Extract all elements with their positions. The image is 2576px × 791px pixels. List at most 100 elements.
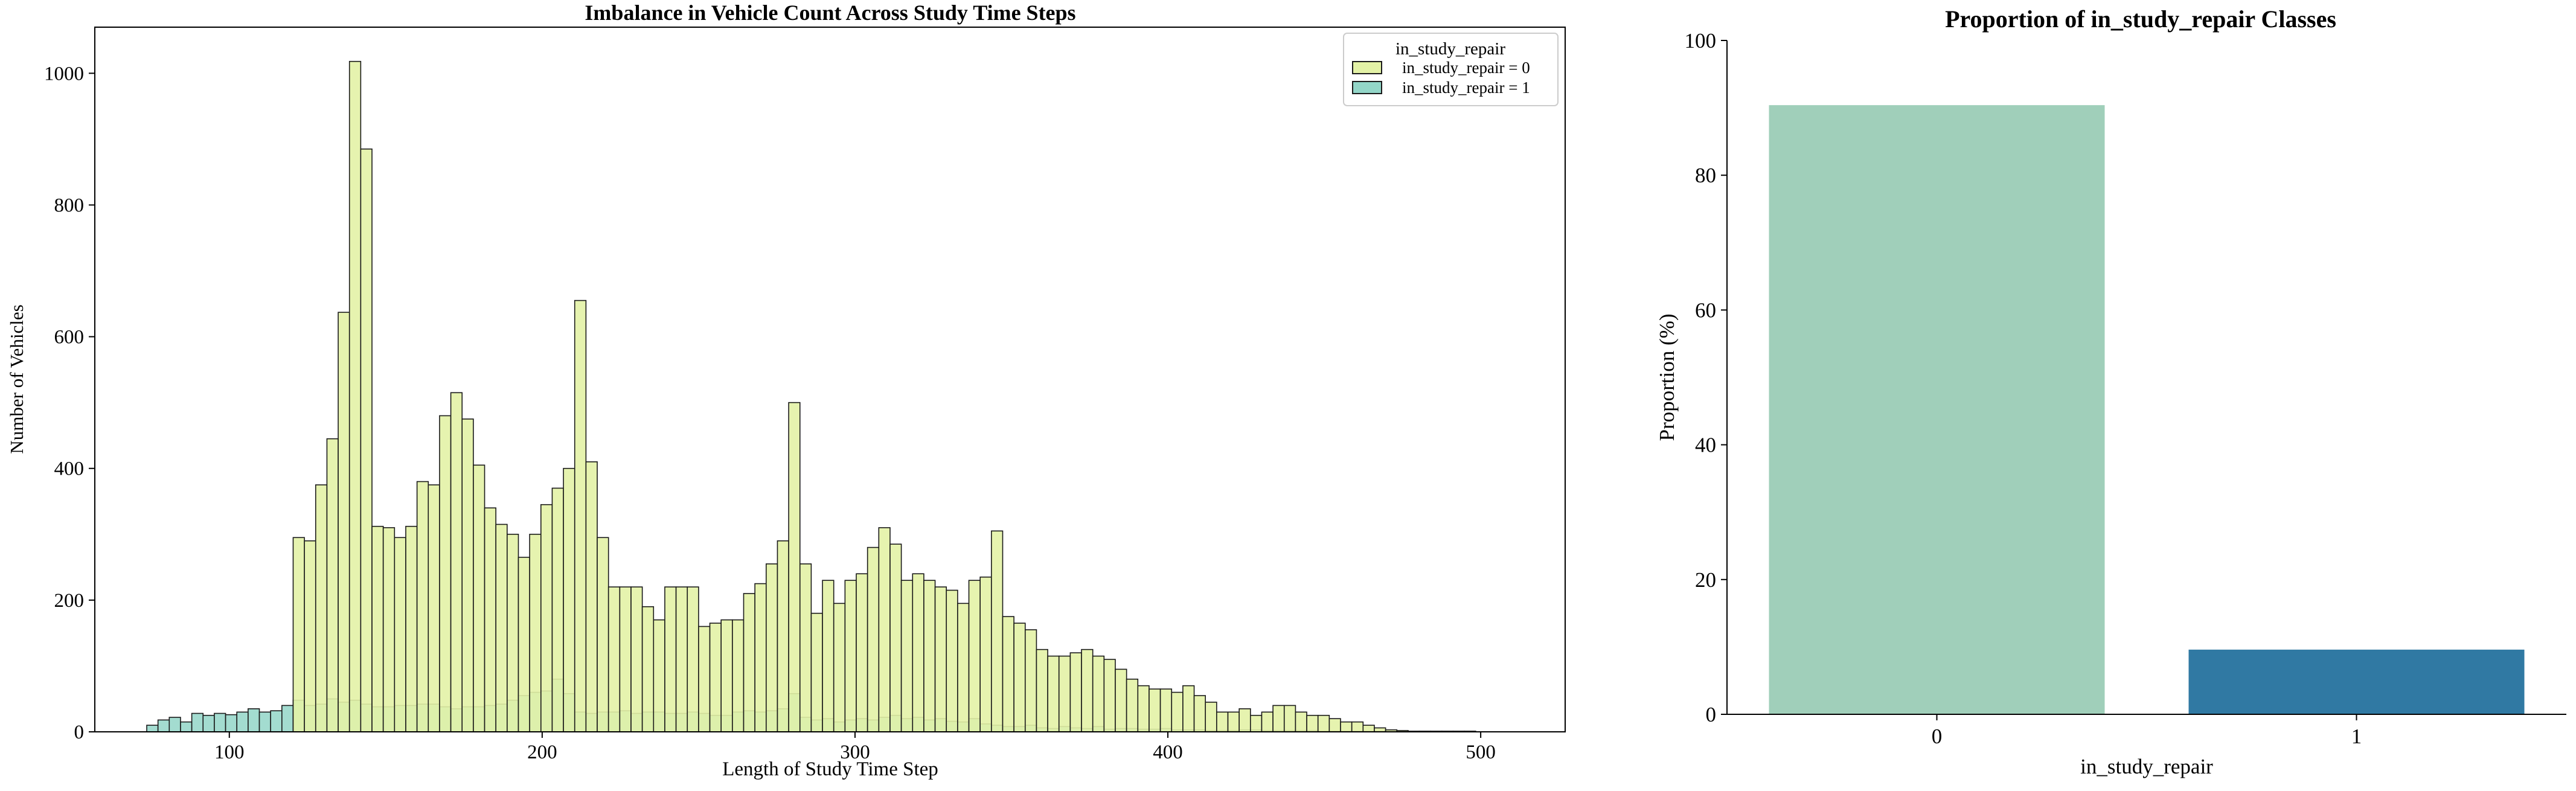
histogram-bar-class0 — [754, 583, 767, 732]
histogram-bar-class0 — [1193, 695, 1206, 732]
histogram-bar-class0 — [720, 619, 733, 732]
proportion-title: Proportion of in_study_repair Classes — [1945, 5, 2336, 33]
histogram-bar-class0 — [833, 603, 846, 732]
histogram-bar-class0 — [484, 507, 496, 732]
histogram-bar-class0 — [495, 524, 508, 732]
histogram-bar-class0 — [619, 586, 632, 732]
histogram-bar-class0 — [1216, 711, 1229, 732]
histogram-bar-class0 — [867, 546, 880, 732]
histogram-bar-class0 — [360, 148, 373, 732]
histogram-y-tick-label: 400 — [54, 458, 85, 480]
histogram-bar-class0 — [371, 525, 384, 732]
histogram-bar-class0 — [1171, 691, 1184, 732]
histogram-bar-class0 — [1227, 711, 1240, 732]
histogram-bar-class0 — [810, 612, 823, 732]
histogram-bar-class1 — [180, 721, 193, 732]
histogram-bar-class0 — [1126, 678, 1139, 732]
proportion-chart: Proportion of in_study_repair Classes 0 2… — [1655, 5, 2566, 778]
proportion-y-tick-label: 60 — [1695, 298, 1716, 322]
histogram-bar-class0 — [799, 563, 812, 732]
histogram-bar-class1 — [281, 705, 294, 732]
histogram-bar-class0 — [878, 527, 891, 732]
proportion-y-tick-label: 80 — [1695, 164, 1716, 187]
histogram-bar-class1 — [270, 710, 283, 732]
histogram-x-label: Length of Study Time Step — [722, 758, 938, 780]
histogram-bar-class0 — [1002, 616, 1014, 732]
histogram-bar-class1 — [202, 714, 215, 732]
histogram-bar-class0 — [1013, 623, 1026, 732]
proportion-x-tick-label: 0 — [1932, 725, 1943, 748]
histogram-bar-class0 — [1283, 705, 1296, 732]
histogram-bar-class0 — [1092, 655, 1105, 732]
histogram-bar-class0 — [1103, 659, 1116, 732]
histogram-bar-class0 — [1272, 705, 1285, 732]
histogram-bar-class0 — [844, 580, 857, 732]
histogram-bar-class0 — [1317, 714, 1330, 732]
histogram-x-tick-label: 500 — [1466, 741, 1496, 763]
histogram-bar-class0 — [1362, 725, 1375, 732]
proportion-bars — [1769, 105, 2525, 715]
histogram-bar-class1 — [258, 711, 271, 732]
histogram-y-tick-label: 0 — [74, 722, 85, 743]
histogram-bar-class0 — [641, 606, 655, 732]
histogram-bar-class0 — [766, 563, 778, 732]
legend-entry-class1: in_study_repair = 1 — [1402, 78, 1530, 97]
histogram-bar-class0 — [777, 540, 789, 732]
histogram-bar-class0 — [900, 580, 914, 732]
histogram-x-tick-label: 100 — [214, 741, 245, 763]
histogram-bar-class0 — [1328, 718, 1341, 732]
histogram-title: Imbalance in Vehicle Count Across Study … — [585, 1, 1075, 25]
histogram-bar-class0 — [1306, 714, 1319, 732]
histogram-bar-class1 — [214, 713, 226, 732]
histogram-y-tick-label: 200 — [54, 590, 85, 612]
histogram-bar-class0 — [1295, 711, 1307, 732]
histogram-bar-class0 — [416, 481, 429, 732]
histogram-bar-class0 — [326, 438, 339, 732]
histogram-bar-class0 — [439, 415, 452, 732]
histogram-bar-class0 — [675, 586, 688, 732]
histogram-bar-class0 — [540, 504, 553, 732]
histogram-bar-class0 — [664, 586, 677, 732]
proportion-x-label: in_study_repair — [2080, 755, 2213, 778]
histogram-bar-class0 — [1261, 711, 1274, 732]
legend-swatch-class0 — [1352, 61, 1382, 74]
proportion-x-tick-label: 1 — [2351, 725, 2362, 748]
legend-title: in_study_repair — [1395, 39, 1505, 59]
histogram-bar-class0 — [687, 586, 699, 732]
proportion-y-tick-label: 100 — [1685, 29, 1717, 53]
histogram-chart: Imbalance in Vehicle Count Across Study … — [6, 1, 1566, 780]
histogram-bar-class0 — [1351, 721, 1364, 732]
histogram-bar-class0 — [1115, 668, 1127, 732]
histogram-bar-class0 — [597, 537, 609, 732]
proportion-y-tick-label: 40 — [1695, 434, 1716, 457]
proportion-y-tick-label: 0 — [1706, 703, 1717, 726]
histogram-y-tick-label: 1000 — [44, 63, 84, 85]
histogram-x-tick-label: 200 — [527, 741, 557, 763]
histogram-bar-class0 — [934, 586, 947, 732]
histogram-bar-class0 — [732, 619, 745, 732]
histogram-bar-class1 — [248, 708, 260, 732]
proportion-y-ticks: 0 20 40 60 80 100 — [1685, 29, 1727, 726]
histogram-bar-class0 — [1340, 721, 1353, 732]
histogram-bar-class0 — [653, 619, 665, 732]
histogram-series-class0 — [292, 60, 1409, 732]
proportion-y-label: Proportion (%) — [1655, 314, 1679, 441]
histogram-bar-class0 — [630, 586, 643, 732]
histogram-bar-class0 — [1036, 648, 1048, 732]
histogram-bar-class0 — [979, 576, 992, 732]
histogram-y-tick-label: 600 — [54, 327, 85, 348]
histogram-bar-class0 — [743, 593, 755, 732]
histogram-x-tick-label: 400 — [1153, 741, 1183, 763]
histogram-bar-class0 — [563, 467, 575, 732]
histogram-bar-class0 — [338, 312, 350, 732]
histogram-bar-class0 — [788, 402, 801, 732]
histogram-bar-class0 — [551, 487, 564, 732]
legend-swatch-class1 — [1352, 81, 1382, 94]
histogram-plot-frame — [94, 27, 1566, 732]
histogram-bar-class0 — [405, 525, 418, 732]
histogram-bar-class0 — [856, 573, 868, 732]
histogram-bar-class0 — [507, 534, 519, 732]
histogram-bar-class0 — [698, 626, 711, 732]
